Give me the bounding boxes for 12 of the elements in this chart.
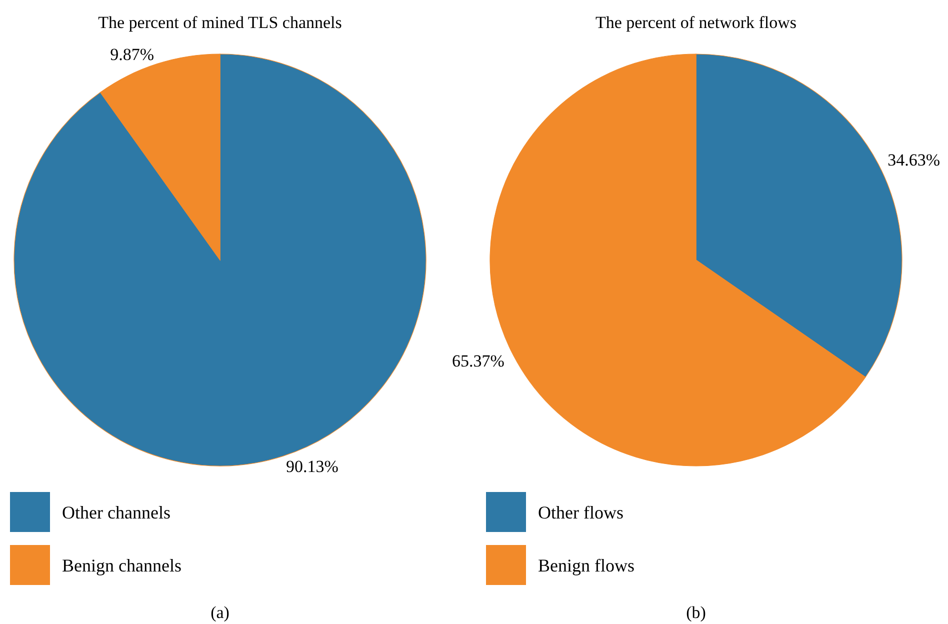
- data-label: 65.37%: [452, 351, 504, 370]
- legend-label: Other channels: [62, 502, 170, 522]
- text: (b): [686, 602, 706, 622]
- legend-label: Benign flows: [538, 555, 634, 576]
- data-label: 34.63%: [888, 150, 940, 170]
- text: (a): [210, 602, 230, 622]
- chart-title: The percent of mined TLS channels: [98, 13, 342, 32]
- legend-label: Other flows: [538, 502, 624, 522]
- data-label: 90.13%: [286, 456, 338, 476]
- chart-title: The percent of network flows: [595, 13, 797, 32]
- legend-label: Benign channels: [62, 555, 182, 576]
- data-label: 9.87%: [110, 44, 154, 64]
